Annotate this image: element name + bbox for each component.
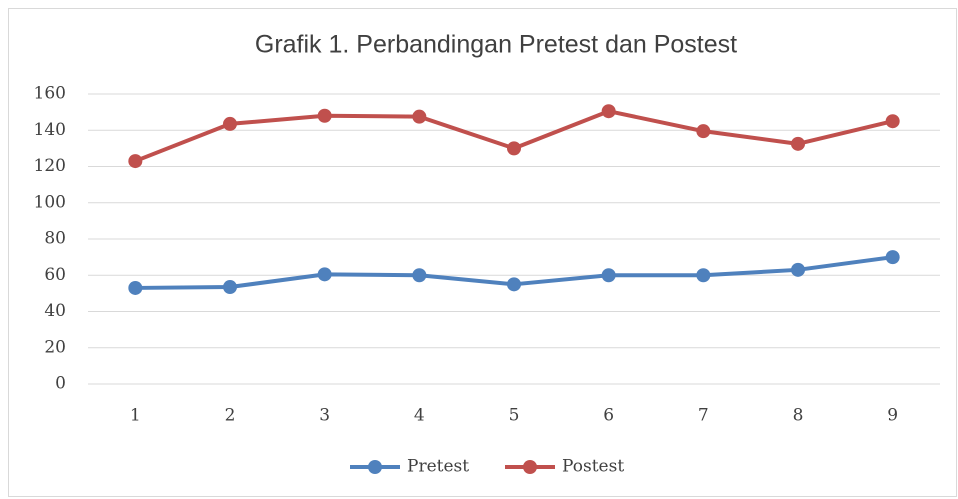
data-point bbox=[507, 141, 521, 156]
data-point bbox=[696, 124, 711, 139]
x-tick-label: 8 bbox=[793, 406, 804, 426]
data-point bbox=[128, 280, 143, 295]
legend-marker bbox=[368, 460, 382, 474]
data-point bbox=[412, 268, 427, 283]
y-tick-label: 40 bbox=[44, 301, 66, 321]
chart-title: Grafik 1. Perbandingan Pretest dan Poste… bbox=[255, 31, 737, 59]
x-tick-label: 4 bbox=[414, 406, 425, 426]
data-point bbox=[885, 114, 900, 129]
legend-label: Postest bbox=[562, 457, 624, 477]
legend-label: Pretest bbox=[407, 457, 469, 477]
data-point bbox=[128, 154, 143, 169]
x-tick-label: 3 bbox=[319, 406, 330, 426]
data-point bbox=[791, 262, 805, 277]
x-tick-label: 7 bbox=[698, 406, 709, 426]
data-point bbox=[223, 116, 237, 131]
data-point bbox=[791, 136, 805, 151]
y-tick-label: 20 bbox=[44, 337, 66, 357]
data-point bbox=[223, 280, 237, 295]
data-point bbox=[601, 268, 616, 283]
data-point bbox=[507, 277, 521, 292]
data-point bbox=[601, 104, 616, 119]
y-tick-label: 160 bbox=[34, 84, 66, 104]
y-tick-label: 60 bbox=[44, 265, 66, 285]
y-tick-label: 140 bbox=[34, 120, 66, 140]
legend-marker bbox=[523, 460, 537, 474]
data-point bbox=[317, 267, 332, 282]
y-tick-label: 80 bbox=[44, 229, 66, 249]
data-point bbox=[317, 108, 332, 123]
data-point bbox=[885, 250, 900, 265]
chart-border bbox=[8, 8, 957, 497]
x-tick-label: 5 bbox=[509, 406, 520, 426]
y-tick-label: 120 bbox=[34, 156, 66, 176]
x-tick-label: 6 bbox=[603, 406, 614, 426]
data-point bbox=[696, 268, 711, 283]
x-tick-label: 2 bbox=[225, 406, 236, 426]
data-point bbox=[412, 109, 427, 124]
x-tick-label: 9 bbox=[887, 406, 898, 426]
x-tick-label: 1 bbox=[130, 406, 141, 426]
y-tick-label: 100 bbox=[34, 192, 66, 212]
y-tick-label: 0 bbox=[55, 374, 66, 394]
